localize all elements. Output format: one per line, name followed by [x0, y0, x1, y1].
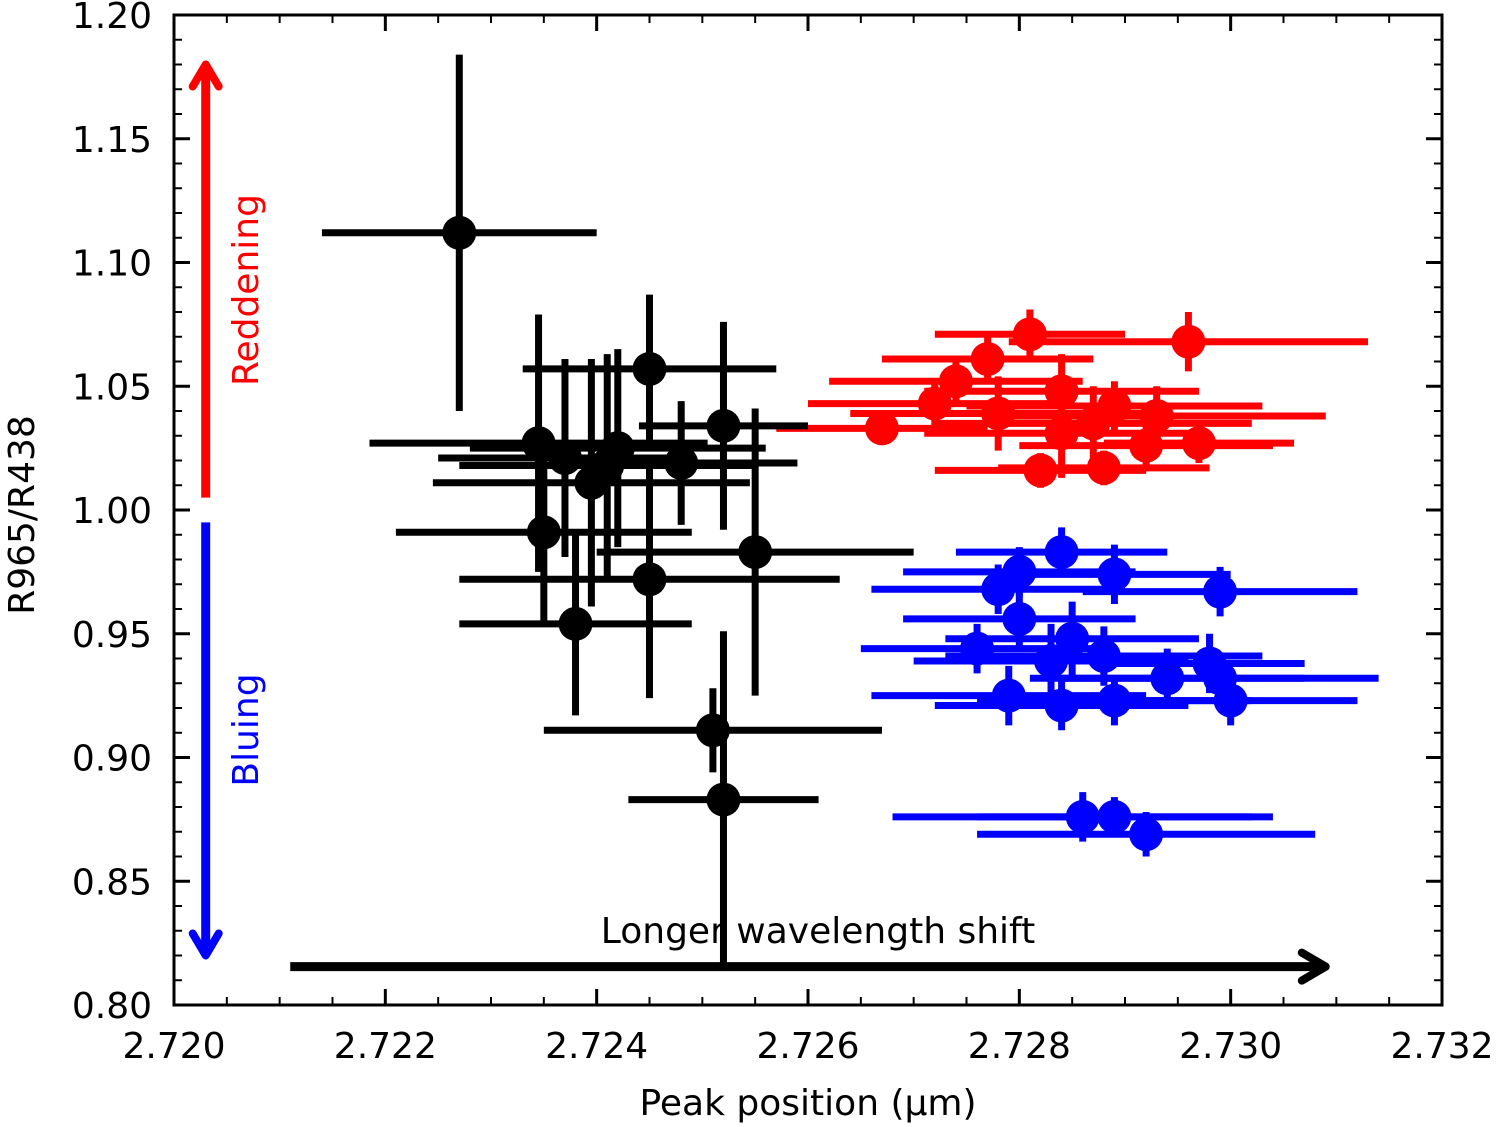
blue-data-point: [1097, 799, 1132, 834]
shift-arrow-head: [1297, 948, 1330, 985]
red-data-point: [1171, 324, 1206, 359]
y-tick-label: 0.95: [72, 615, 152, 656]
bluing-arrow-head: [188, 929, 223, 960]
blue-data-point: [981, 572, 1016, 607]
y-axis-label: R965/R438: [2, 415, 43, 615]
red-data-point: [970, 342, 1005, 377]
red-data-point: [1181, 426, 1216, 461]
red-data-point: [1097, 389, 1132, 424]
blue-data-point: [1086, 639, 1121, 674]
bluing-label: Bluing: [226, 673, 267, 786]
black-data-point: [526, 515, 561, 550]
series-black: [321, 54, 914, 968]
ticks-layer: 2.720 2.722 2.724 2.726 2.728 2.730 2.732 0.80 0…: [72, 0, 1494, 1067]
series-blue: [860, 527, 1379, 857]
x-tick-label: 2.728: [968, 1026, 1071, 1067]
black-data-point: [706, 782, 741, 817]
longer-wavelength-shift-label: Longer wavelength shift: [601, 911, 1035, 952]
blue-data-point: [1044, 688, 1079, 723]
x-tick-label: 2.722: [334, 1026, 437, 1067]
black-data-point: [558, 606, 593, 641]
y-tick-label: 0.90: [72, 739, 152, 780]
black-data-point: [706, 408, 741, 443]
blue-data-point: [1002, 601, 1037, 636]
black-data-point: [442, 215, 477, 250]
red-data-point: [864, 411, 899, 446]
y-tick-label: 1.20: [72, 0, 152, 37]
annotation-layer: [188, 60, 1330, 985]
x-tick-label: 2.726: [756, 1026, 859, 1067]
black-data-point: [664, 445, 699, 480]
blue-data-point: [1203, 574, 1238, 609]
x-tick-label: 2.724: [545, 1026, 648, 1067]
black-data-point: [632, 562, 667, 597]
red-data-point: [1012, 317, 1047, 352]
black-data-point: [574, 465, 609, 500]
blue-data-point: [1044, 535, 1079, 570]
reddening-arrow-head: [188, 60, 223, 91]
plot-frame: [172, 13, 1444, 1007]
x-tick-label: 2.720: [122, 1026, 225, 1067]
x-axis-label: Peak position (μm): [639, 1083, 976, 1124]
x-tick-label: 2.732: [1390, 1026, 1493, 1067]
y-tick-label: 1.00: [72, 491, 152, 532]
blue-data-point: [1034, 643, 1069, 678]
blue-data-point: [1129, 817, 1164, 852]
blue-data-point: [1097, 557, 1132, 592]
data-layer: [321, 54, 1379, 968]
blue-data-point: [1213, 683, 1248, 718]
red-data-point: [1086, 450, 1121, 485]
black-data-point: [738, 535, 773, 570]
x-tick-label: 2.730: [1179, 1026, 1282, 1067]
y-tick-label: 0.85: [72, 862, 152, 903]
y-tick-label: 1.10: [72, 244, 152, 285]
series-red: [776, 309, 1369, 488]
y-tick-label: 1.15: [72, 120, 152, 161]
black-data-point: [632, 351, 667, 386]
black-data-point: [547, 441, 582, 476]
y-tick-label: 0.80: [72, 986, 152, 1027]
reddening-label: Reddening: [226, 194, 267, 386]
y-tick-label: 1.05: [72, 367, 152, 408]
